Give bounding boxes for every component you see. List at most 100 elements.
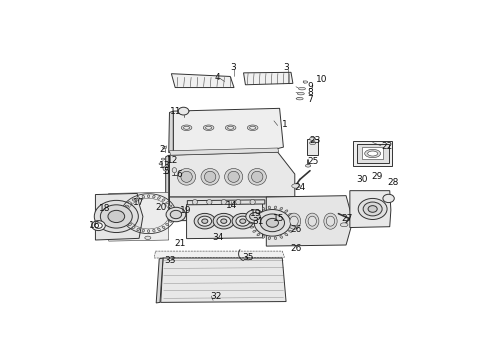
Circle shape — [213, 213, 234, 229]
Circle shape — [194, 213, 216, 229]
Ellipse shape — [166, 202, 169, 204]
Ellipse shape — [306, 213, 319, 229]
Circle shape — [95, 223, 102, 228]
Ellipse shape — [250, 199, 255, 204]
Circle shape — [202, 219, 208, 223]
Circle shape — [267, 219, 278, 227]
Text: 23: 23 — [309, 136, 320, 145]
Polygon shape — [350, 191, 391, 228]
Polygon shape — [156, 258, 163, 303]
Ellipse shape — [172, 168, 177, 173]
Ellipse shape — [289, 213, 292, 215]
Polygon shape — [267, 195, 353, 246]
Text: 22: 22 — [381, 142, 392, 151]
Ellipse shape — [123, 213, 126, 215]
Ellipse shape — [271, 216, 280, 226]
Ellipse shape — [128, 202, 131, 204]
Ellipse shape — [169, 220, 172, 222]
Ellipse shape — [142, 229, 145, 232]
Text: 11: 11 — [170, 107, 181, 116]
Polygon shape — [169, 111, 173, 153]
Circle shape — [249, 212, 260, 220]
Ellipse shape — [268, 206, 270, 209]
Text: 13: 13 — [159, 161, 171, 170]
Polygon shape — [109, 192, 169, 241]
Ellipse shape — [142, 195, 145, 198]
Text: 18: 18 — [98, 204, 110, 213]
Ellipse shape — [253, 230, 256, 232]
Bar — [307, 139, 318, 156]
Ellipse shape — [170, 217, 174, 219]
Ellipse shape — [153, 229, 155, 232]
Polygon shape — [170, 197, 304, 221]
Ellipse shape — [257, 210, 260, 212]
Text: 5: 5 — [163, 167, 169, 176]
Polygon shape — [353, 141, 392, 166]
Ellipse shape — [132, 226, 135, 229]
Ellipse shape — [158, 228, 160, 231]
Ellipse shape — [290, 216, 298, 226]
Ellipse shape — [163, 147, 167, 149]
Circle shape — [368, 206, 377, 212]
Ellipse shape — [280, 207, 283, 210]
Ellipse shape — [166, 224, 169, 226]
Ellipse shape — [145, 236, 151, 239]
Ellipse shape — [125, 205, 129, 207]
Circle shape — [198, 216, 212, 226]
Text: 19: 19 — [180, 206, 192, 215]
Ellipse shape — [137, 197, 140, 199]
Ellipse shape — [257, 233, 260, 236]
Text: 32: 32 — [210, 292, 221, 301]
Text: 24: 24 — [294, 183, 305, 192]
Circle shape — [217, 216, 231, 226]
Ellipse shape — [308, 216, 317, 226]
Ellipse shape — [184, 126, 190, 129]
Ellipse shape — [305, 164, 311, 167]
Ellipse shape — [285, 210, 288, 212]
Ellipse shape — [274, 237, 276, 239]
Ellipse shape — [288, 213, 301, 229]
Ellipse shape — [249, 222, 253, 224]
Ellipse shape — [128, 224, 131, 226]
Ellipse shape — [161, 158, 165, 160]
Ellipse shape — [298, 87, 305, 90]
Text: 12: 12 — [167, 156, 178, 165]
Ellipse shape — [269, 213, 282, 229]
Ellipse shape — [341, 223, 348, 227]
Ellipse shape — [113, 199, 120, 203]
Ellipse shape — [253, 213, 256, 215]
Text: 28: 28 — [387, 178, 398, 187]
Ellipse shape — [137, 228, 140, 231]
Text: 26: 26 — [290, 244, 302, 253]
Ellipse shape — [207, 199, 212, 204]
Text: 9: 9 — [307, 82, 313, 91]
Polygon shape — [244, 72, 293, 85]
Ellipse shape — [324, 213, 337, 229]
Ellipse shape — [368, 151, 378, 156]
Ellipse shape — [310, 137, 316, 140]
Ellipse shape — [181, 125, 192, 131]
Text: 31: 31 — [252, 217, 264, 226]
Ellipse shape — [177, 168, 196, 185]
Text: 6: 6 — [176, 170, 182, 179]
Polygon shape — [173, 108, 283, 151]
Ellipse shape — [280, 236, 283, 238]
Polygon shape — [187, 200, 265, 205]
Text: 33: 33 — [165, 256, 176, 265]
Text: 26: 26 — [290, 225, 302, 234]
Text: 34: 34 — [212, 233, 223, 242]
Ellipse shape — [365, 149, 381, 158]
Circle shape — [246, 210, 264, 223]
Ellipse shape — [251, 171, 263, 183]
Ellipse shape — [113, 208, 120, 211]
Ellipse shape — [181, 171, 192, 183]
Ellipse shape — [291, 226, 294, 228]
Ellipse shape — [162, 199, 165, 201]
Ellipse shape — [221, 199, 226, 204]
Ellipse shape — [297, 93, 304, 95]
Text: 1: 1 — [282, 121, 288, 130]
Polygon shape — [154, 251, 285, 258]
Ellipse shape — [123, 209, 127, 211]
Text: 21: 21 — [174, 239, 186, 248]
Ellipse shape — [113, 216, 120, 220]
